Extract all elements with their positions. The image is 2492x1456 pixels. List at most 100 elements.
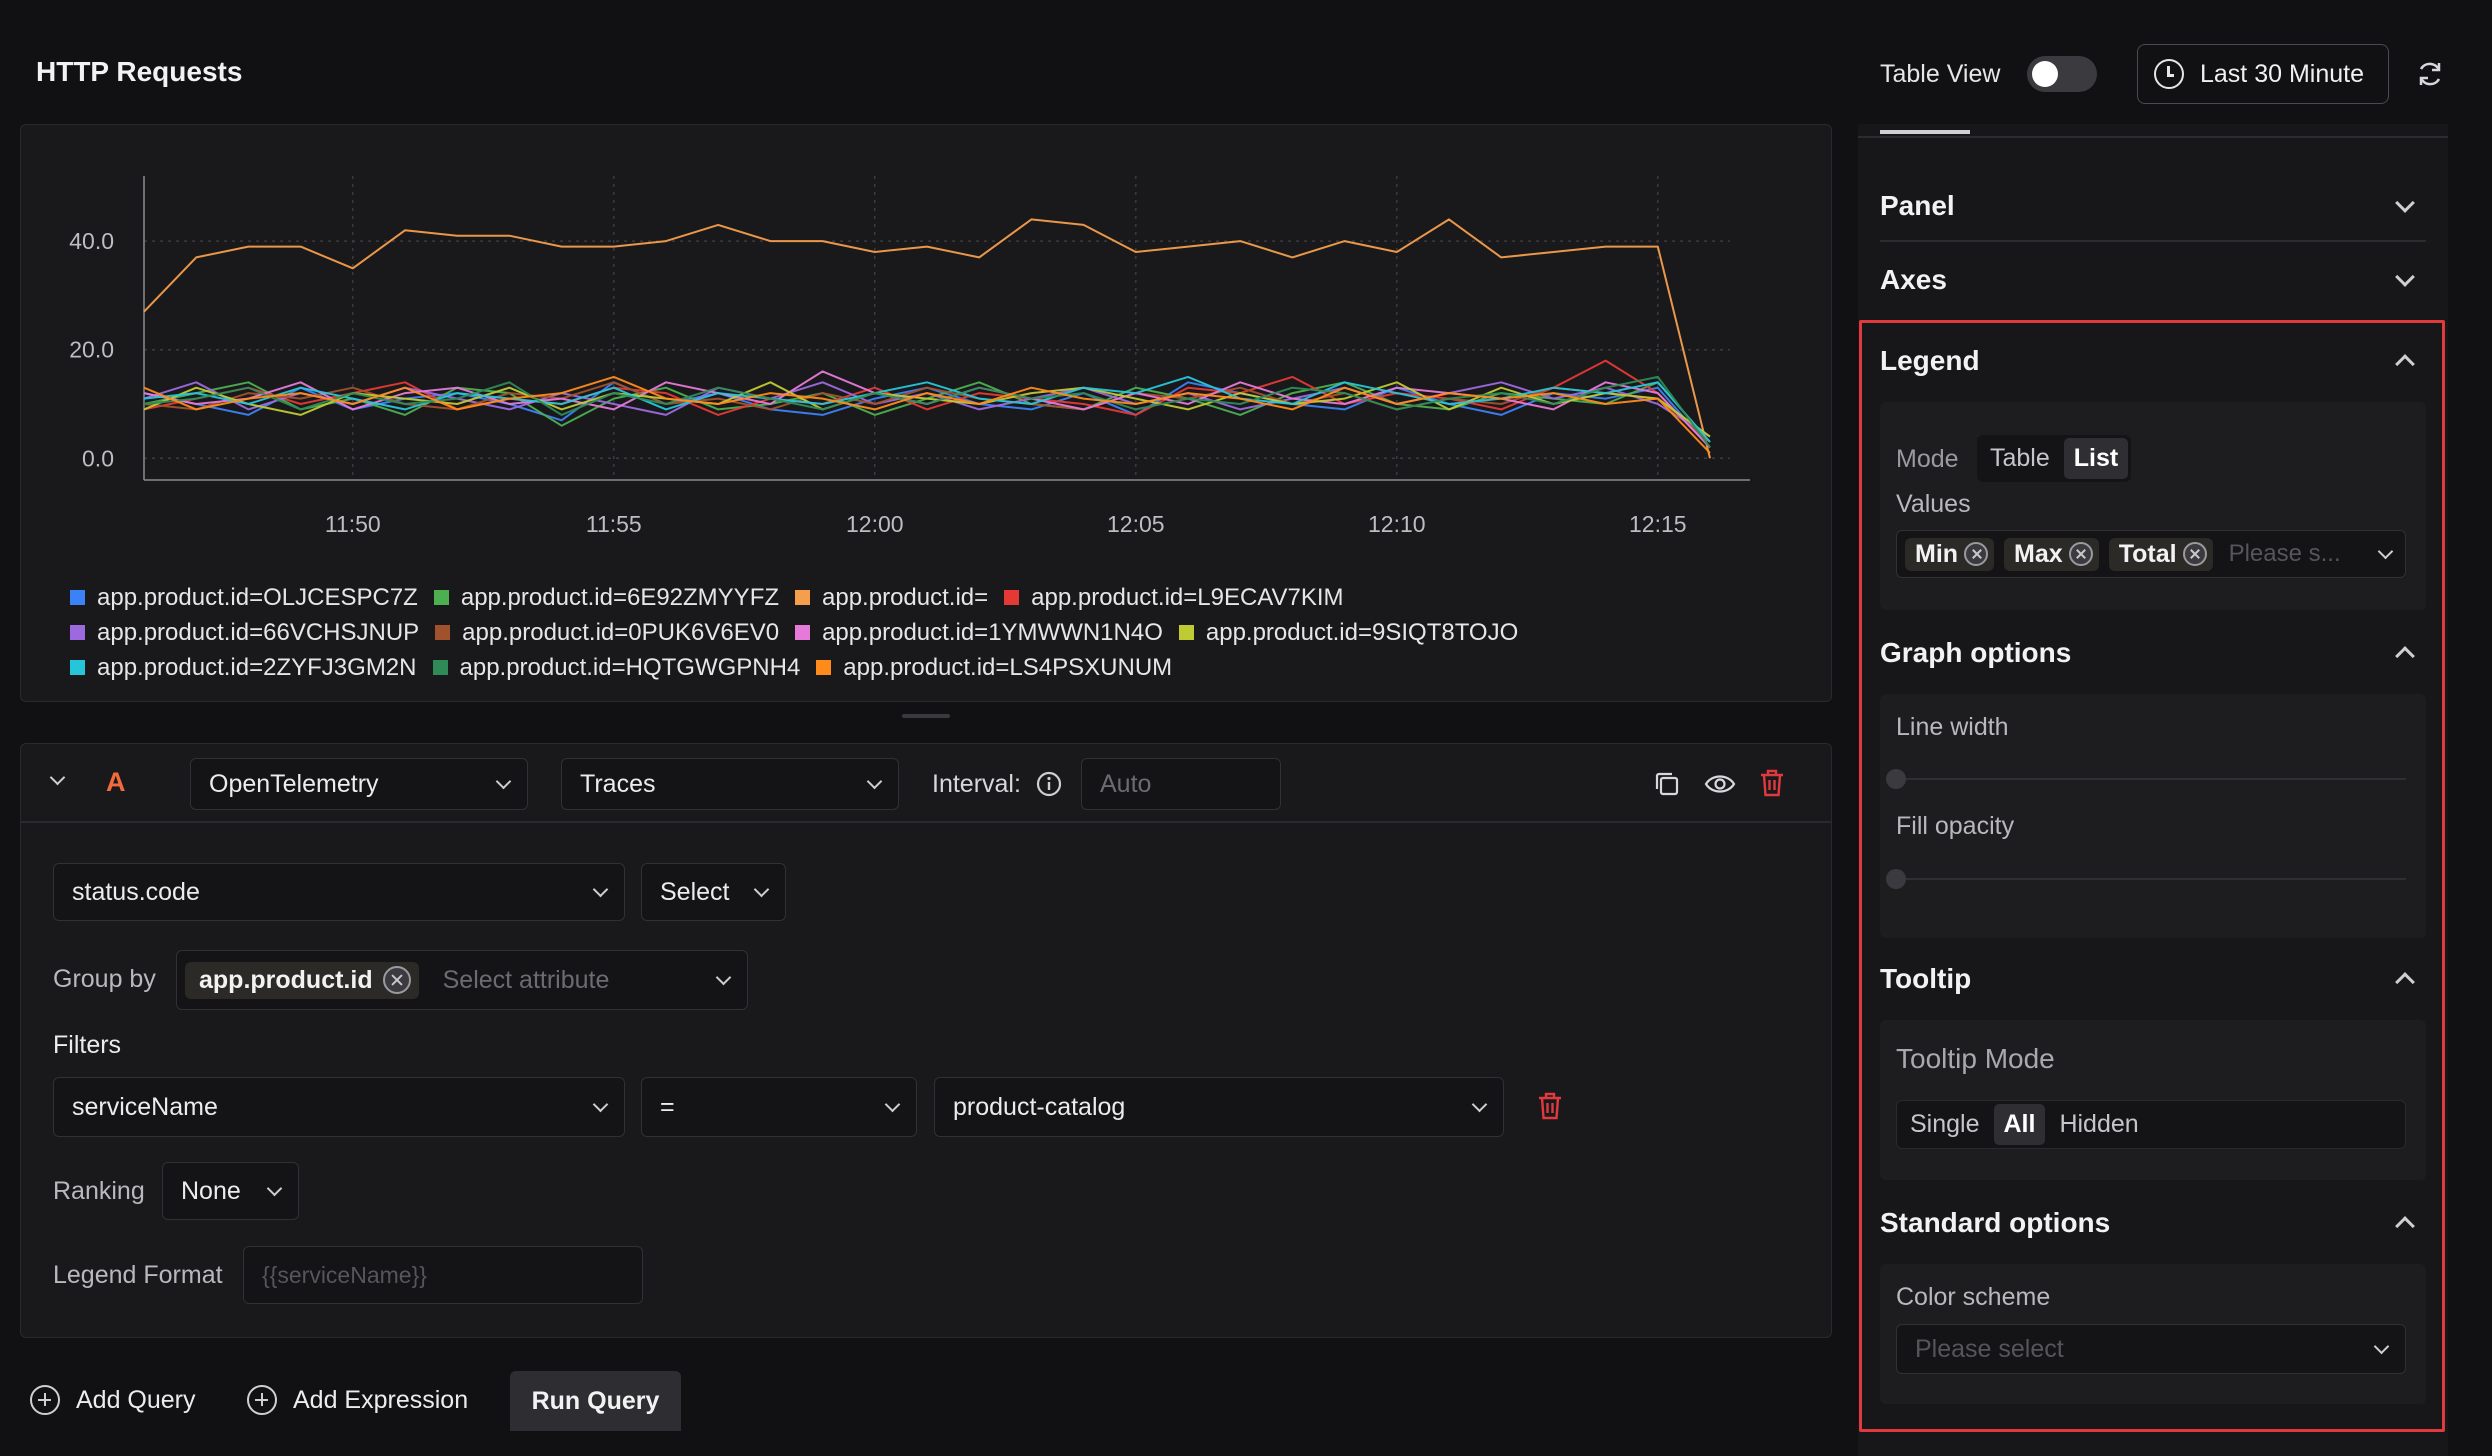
remove-chip-icon[interactable] bbox=[1964, 542, 1989, 566]
series-line-1 bbox=[143, 381, 1711, 443]
active-tab-indicator bbox=[1880, 130, 1970, 134]
info-icon[interactable] bbox=[1035, 770, 1063, 798]
interval-input[interactable]: Auto bbox=[1081, 758, 1281, 810]
value-chip-total[interactable]: Total bbox=[2108, 537, 2213, 571]
legend-format-input[interactable]: {{serviceName}} bbox=[243, 1246, 643, 1304]
color-scheme-label: Color scheme bbox=[1896, 1283, 2051, 1311]
section-standard-options[interactable]: Standard options bbox=[1880, 1192, 2426, 1254]
legend-item[interactable]: app.product.id=OLJCESPC7Z bbox=[70, 584, 418, 612]
legend-item[interactable]: app.product.id=L9ECAV7KIM bbox=[1004, 584, 1344, 612]
add-query-button[interactable]: Add Query bbox=[30, 1385, 196, 1415]
section-axes[interactable]: Axes bbox=[1880, 246, 2426, 314]
legend-item[interactable]: app.product.id=2ZYFJ3GM2N bbox=[70, 654, 417, 682]
tooltip-mode-all[interactable]: All bbox=[1993, 1104, 2046, 1145]
x-tick-label: 11:50 bbox=[325, 511, 381, 537]
legend-item[interactable]: app.product.id=6E92ZMYYFZ bbox=[433, 583, 780, 612]
tooltip-mode-single[interactable]: Single bbox=[1910, 1110, 1980, 1138]
datasource-select[interactable]: OpenTelemetry bbox=[190, 758, 528, 810]
graph-options-panel bbox=[1880, 694, 2426, 938]
legend-label: app.product.id=LS4PSXUNUM bbox=[843, 653, 1173, 681]
legend-format-label: Legend Format bbox=[53, 1261, 223, 1289]
legend-swatch bbox=[432, 660, 448, 675]
legend-item[interactable]: app.product.id=9SIQT8TOJO bbox=[1178, 619, 1518, 647]
legend-values-select[interactable]: Min Max Total Please s... bbox=[1896, 530, 2406, 578]
group-by-chip[interactable]: app.product.id bbox=[185, 961, 419, 999]
line-width-slider[interactable] bbox=[1896, 778, 2406, 780]
legend-label: app.product.id=6E92ZMYYFZ bbox=[460, 583, 780, 611]
legend-row: app.product.id=2ZYFJ3GM2N app.product.id… bbox=[70, 650, 1770, 685]
add-expression-button[interactable]: Add Expression bbox=[247, 1385, 468, 1415]
metric-select[interactable]: status.code bbox=[53, 863, 625, 921]
legend-item[interactable]: app.product.id=1YMWWN1N4O bbox=[795, 619, 1163, 647]
value-chip-max[interactable]: Max bbox=[2004, 537, 2099, 571]
divider bbox=[20, 821, 1832, 823]
source-type-select[interactable]: Traces bbox=[561, 758, 899, 810]
legend-label: app.product.id=2ZYFJ3GM2N bbox=[97, 653, 417, 681]
run-query-button[interactable]: Run Query bbox=[510, 1371, 681, 1431]
highlight-box bbox=[1859, 320, 2445, 1432]
tooltip-mode-segmented[interactable]: Single All Hidden bbox=[1896, 1100, 2406, 1149]
legend-item[interactable]: app.product.id=LS4PSXUNUM bbox=[816, 654, 1172, 682]
series-line-8 bbox=[143, 375, 1711, 443]
section-graph-options[interactable]: Graph options bbox=[1880, 622, 2426, 684]
chevron-down-icon bbox=[1471, 1096, 1488, 1112]
aggregation-select[interactable]: Select bbox=[641, 863, 786, 921]
line-width-slider-handle[interactable] bbox=[1886, 769, 1906, 789]
filter-operator-select[interactable]: = bbox=[641, 1077, 917, 1137]
legend-label: app.product.id=0PUK6V6EV0 bbox=[462, 618, 780, 646]
legend-values-label: Values bbox=[1896, 490, 1971, 518]
legend-swatch bbox=[70, 590, 85, 605]
metric-value: status.code bbox=[72, 877, 200, 906]
add-expression-label: Add Expression bbox=[293, 1385, 469, 1414]
eye-icon[interactable] bbox=[1704, 769, 1736, 799]
legend-mode-table[interactable]: Table bbox=[1990, 444, 2050, 472]
legend-mode-list[interactable]: List bbox=[2063, 438, 2129, 479]
y-tick-label: 20.0 bbox=[69, 337, 114, 363]
fill-opacity-slider[interactable] bbox=[1896, 878, 2406, 880]
legend-swatch bbox=[1004, 590, 1020, 605]
legend-mode-segmented[interactable]: Table List bbox=[1977, 435, 2132, 482]
line-width-label: Line width bbox=[1896, 713, 2009, 741]
time-range-button[interactable]: Last 30 Minute bbox=[2137, 44, 2389, 104]
remove-chip-icon[interactable] bbox=[2068, 542, 2093, 566]
copy-icon[interactable] bbox=[1652, 769, 1682, 799]
legend-item[interactable]: app.product.id=HQTGWGPNH4 bbox=[432, 654, 800, 682]
ranking-value: None bbox=[181, 1176, 241, 1205]
ranking-label: Ranking bbox=[53, 1177, 145, 1205]
section-panel[interactable]: Panel bbox=[1880, 172, 2426, 240]
chevron-up-icon bbox=[2395, 646, 2415, 666]
time-range-label: Last 30 Minute bbox=[2200, 59, 2364, 88]
color-scheme-select[interactable]: Please select bbox=[1896, 1324, 2406, 1374]
legend-label: app.product.id=1YMWWN1N4O bbox=[822, 618, 1163, 646]
table-view-toggle[interactable] bbox=[2027, 56, 2097, 92]
remove-chip-icon[interactable] bbox=[382, 966, 411, 994]
delete-filter-icon[interactable] bbox=[1536, 1091, 1564, 1121]
filter-value-select[interactable]: product-catalog bbox=[934, 1077, 1504, 1137]
legend-label: app.product.id= bbox=[822, 583, 989, 611]
fill-opacity-slider-handle[interactable] bbox=[1886, 869, 1906, 889]
group-by-select[interactable]: app.product.id Select attribute bbox=[176, 950, 748, 1010]
legend-row: app.product.id=66VCHSJNUP app.product.id… bbox=[70, 615, 1770, 650]
ranking-select[interactable]: None bbox=[162, 1162, 299, 1220]
chevron-down-icon bbox=[2373, 1338, 2390, 1354]
legend-item[interactable]: app.product.id= bbox=[795, 584, 988, 612]
legend-format-placeholder: {{serviceName}} bbox=[262, 1261, 427, 1288]
value-chip-min[interactable]: Min bbox=[1905, 537, 1995, 571]
delete-query-icon[interactable] bbox=[1758, 768, 1786, 798]
filter-key-select[interactable]: serviceName bbox=[53, 1077, 625, 1137]
tooltip-mode-hidden[interactable]: Hidden bbox=[2059, 1110, 2139, 1138]
value-chip-label: Max bbox=[2014, 539, 2063, 568]
remove-chip-icon[interactable] bbox=[2182, 542, 2207, 566]
section-legend[interactable]: Legend bbox=[1880, 330, 2426, 392]
group-by-placeholder: Select attribute bbox=[442, 965, 610, 994]
add-query-label: Add Query bbox=[76, 1385, 196, 1414]
chevron-up-icon bbox=[2395, 972, 2415, 992]
resize-handle[interactable] bbox=[902, 714, 950, 718]
divider bbox=[1880, 240, 2426, 242]
refresh-icon[interactable] bbox=[2414, 58, 2446, 90]
chevron-down-icon bbox=[884, 1096, 901, 1112]
legend-item[interactable]: app.product.id=66VCHSJNUP bbox=[70, 619, 419, 647]
legend-swatch bbox=[795, 590, 811, 605]
section-tooltip[interactable]: Tooltip bbox=[1880, 948, 2426, 1010]
legend-item[interactable]: app.product.id=0PUK6V6EV0 bbox=[435, 619, 779, 647]
